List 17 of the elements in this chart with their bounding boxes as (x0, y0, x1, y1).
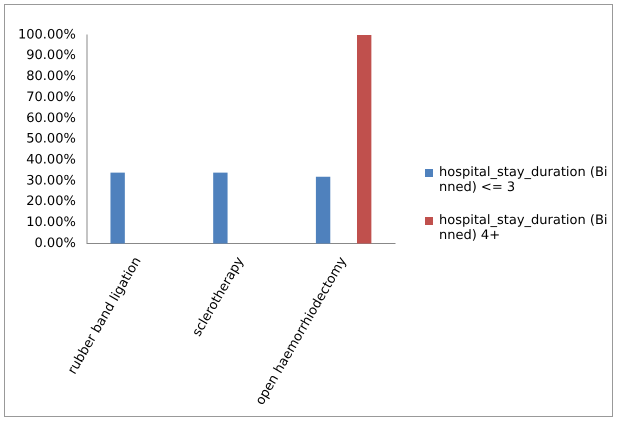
bar (356, 35, 372, 244)
y-tick-label: 10.00% (26, 215, 76, 230)
y-tick-label: 60.00% (26, 110, 76, 126)
y-tick-label: 30.00% (26, 173, 76, 188)
y-tick-label: 20.00% (26, 194, 76, 210)
y-tick-label: 80.00% (26, 69, 76, 84)
legend-label: hospital_stay_duration (Binned) 4+ (439, 213, 608, 243)
bar (213, 172, 228, 244)
bar (110, 172, 125, 244)
y-tick-label: 50.00% (26, 132, 76, 147)
y-tick-label: 70.00% (26, 90, 76, 105)
y-tick-label: 0.00% (34, 236, 76, 251)
y-tick-label: 40.00% (26, 152, 76, 168)
y-tick-label: 100.00% (18, 27, 76, 42)
y-tick-label: 90.00% (26, 48, 76, 64)
legend-label: hospital_stay_duration (Binned) <= 3 (439, 165, 608, 195)
bar (316, 176, 330, 244)
